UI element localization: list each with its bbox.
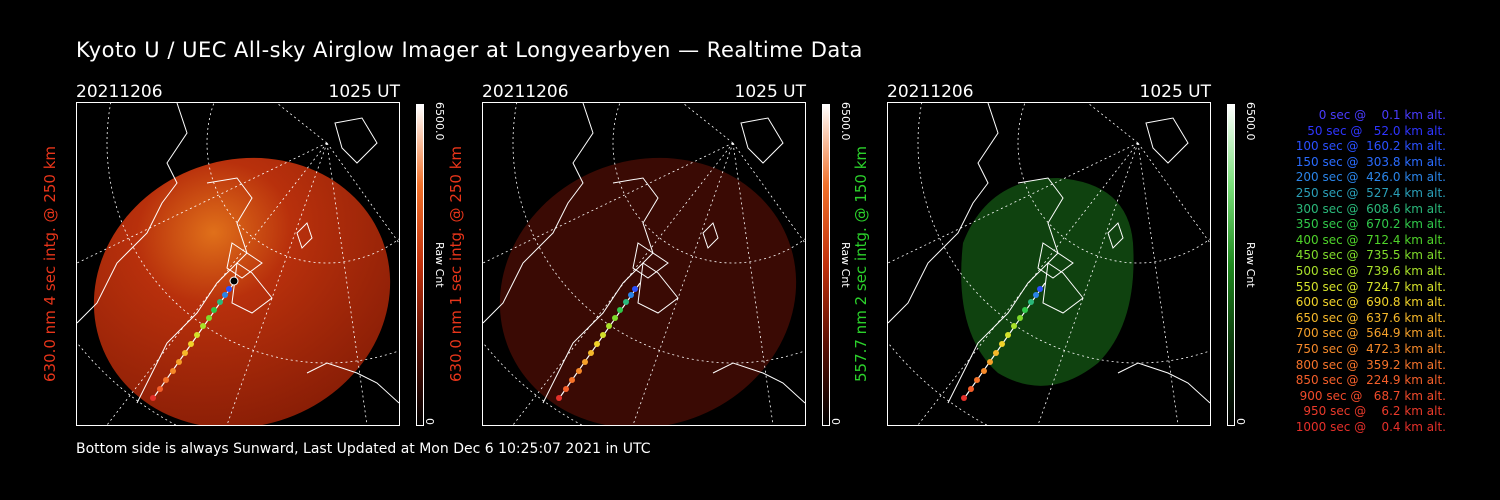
airglow-disk-outline xyxy=(961,178,1134,386)
legend-row: 100 sec @ 160.2 km alt. xyxy=(1295,139,1446,154)
legend-row: 650 sec @ 637.6 km alt. xyxy=(1295,310,1446,325)
coastline xyxy=(483,103,805,404)
colorbar-max: 6500.0 xyxy=(839,102,852,141)
legend-row: 500 sec @ 739.6 km alt. xyxy=(1295,263,1446,278)
legend-row: 400 sec @ 712.4 km alt. xyxy=(1295,232,1446,247)
colorbar xyxy=(1227,104,1235,426)
legend-row: 150 sec @ 303.8 km alt. xyxy=(1295,154,1446,169)
colorbar-max: 6500.0 xyxy=(433,102,446,141)
colorbar-unit: Raw Cnt xyxy=(433,242,446,288)
legend-row: 850 sec @ 224.9 km alt. xyxy=(1295,373,1446,388)
panel-wavelength-label: 630.0 nm 4 sec intg. @ 250 km xyxy=(41,145,59,383)
image-panel-1: 20211206 1025 UT 630.0 nm 4 sec intg. @ … xyxy=(41,82,466,432)
panel-wavelength-label: 630.0 nm 1 sec intg. @ 250 km xyxy=(447,145,465,383)
image-panel-2: 20211206 1025 UT 630.0 nm 1 sec intg. @ … xyxy=(447,82,872,432)
page-title: Kyoto U / UEC All-sky Airglow Imager at … xyxy=(76,38,863,62)
colorbar xyxy=(822,104,830,426)
panel-time: 1025 UT xyxy=(1139,82,1212,102)
panel-time: 1025 UT xyxy=(328,82,401,102)
airglow-disk xyxy=(499,157,797,425)
satellite-track xyxy=(556,282,641,401)
panel-date: 20211206 xyxy=(482,82,569,102)
allsky-image xyxy=(888,103,1210,425)
footer-note: Bottom side is always Sunward, Last Upda… xyxy=(76,441,651,457)
satellite-track xyxy=(961,282,1046,401)
allsky-image xyxy=(77,103,399,425)
panel-date: 20211206 xyxy=(887,82,974,102)
image-panel-3: 20211206 1025 UT 557.7 nm 2 sec intg. @ … xyxy=(852,82,1277,432)
legend-row: 200 sec @ 426.0 km alt. xyxy=(1295,170,1446,185)
legend-row: 50 sec @ 52.0 km alt. xyxy=(1307,123,1446,138)
legend-row: 600 sec @ 690.8 km alt. xyxy=(1295,295,1446,310)
panel-wavelength-label: 557.7 nm 2 sec intg. @ 150 km xyxy=(852,145,870,383)
legend-row: 250 sec @ 527.4 km alt. xyxy=(1295,185,1446,200)
allsky-image xyxy=(483,103,805,425)
colorbar-unit: Raw Cnt xyxy=(1244,242,1257,288)
colorbar-max: 6500.0 xyxy=(1244,102,1257,141)
legend-row: 1000 sec @ 0.4 km alt. xyxy=(1295,419,1446,434)
coastline xyxy=(77,103,399,404)
legend-row: 900 sec @ 68.7 km alt. xyxy=(1299,388,1446,403)
panel-time: 1025 UT xyxy=(734,82,807,102)
legend-row: 300 sec @ 608.6 km alt. xyxy=(1295,201,1446,216)
colorbar-min: 0 xyxy=(423,418,436,425)
colorbar-min: 0 xyxy=(829,418,842,425)
airglow-disk xyxy=(93,157,391,425)
coastline xyxy=(888,103,1210,404)
legend-row: 700 sec @ 564.9 km alt. xyxy=(1295,326,1446,341)
satellite-track xyxy=(150,276,239,401)
allsky-map xyxy=(887,102,1211,426)
colorbar xyxy=(416,104,424,426)
legend-row: 450 sec @ 735.5 km alt. xyxy=(1295,248,1446,263)
legend-row: 0 sec @ 0.1 km alt. xyxy=(1318,108,1446,122)
colorbar-min: 0 xyxy=(1234,418,1247,425)
track-legend: 0 sec @ 0.1 km alt. 50 sec @ 52.0 km alt.… xyxy=(1258,108,1446,435)
allsky-map xyxy=(76,102,400,426)
panel-date: 20211206 xyxy=(76,82,163,102)
legend-row: 550 sec @ 724.7 km alt. xyxy=(1295,279,1446,294)
allsky-map xyxy=(482,102,806,426)
legend-row: 800 sec @ 359.2 km alt. xyxy=(1295,357,1446,372)
legend-row: 350 sec @ 670.2 km alt. xyxy=(1295,217,1446,232)
legend-row: 950 sec @ 6.2 km alt. xyxy=(1303,404,1446,419)
legend-row: 750 sec @ 472.3 km alt. xyxy=(1295,341,1446,356)
colorbar-unit: Raw Cnt xyxy=(839,242,852,288)
